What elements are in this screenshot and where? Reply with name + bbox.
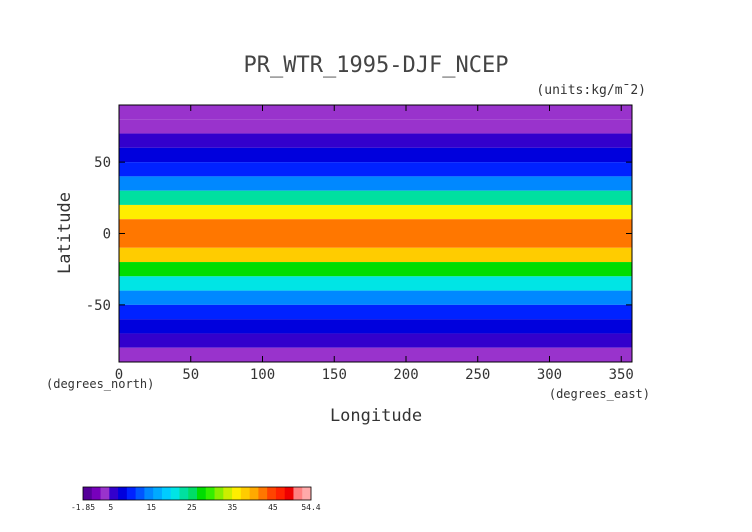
lat-band	[119, 290, 632, 305]
colorbar-swatch	[109, 487, 119, 500]
lat-band	[119, 333, 632, 348]
colorbar-swatch	[170, 487, 180, 500]
x-tick-label: 0	[115, 367, 123, 383]
y-axis-ticks: -50 0 50	[86, 155, 632, 314]
colorbar-tick-label: 45	[268, 503, 278, 512]
colorbar-tick-label: 15	[146, 503, 156, 512]
lat-band	[119, 190, 632, 205]
x-unit-label: (degrees_east)	[549, 387, 650, 401]
colorbar-swatch	[197, 487, 207, 500]
lat-band	[119, 119, 632, 134]
units-label: (units:kg/m¯2)	[536, 83, 646, 98]
colorbar-swatch	[302, 487, 312, 500]
colorbar-swatch	[267, 487, 277, 500]
colorbar-swatch	[284, 487, 294, 500]
colorbar-tick-label: 35	[228, 503, 238, 512]
colorbar-swatch	[223, 487, 233, 500]
y-unit-label: (degrees_north)	[46, 377, 154, 391]
x-tick-label: 100	[250, 367, 275, 383]
colorbar-swatch	[118, 487, 128, 500]
colorbar-frame	[82, 486, 312, 501]
x-axis-label: Longitude	[330, 406, 422, 426]
x-tick-label: 350	[609, 367, 634, 383]
lat-band	[119, 247, 632, 263]
lat-band	[119, 176, 632, 191]
colorbar-swatch	[161, 487, 172, 500]
lat-band	[119, 233, 632, 248]
colorbar-tick-label: -1.85	[71, 503, 95, 512]
lat-band	[119, 162, 632, 177]
lat-band	[119, 319, 632, 334]
colorbar-tick-label: 25	[187, 503, 197, 512]
colorbar-swatch	[100, 487, 110, 500]
colorbar-swatch	[232, 487, 242, 500]
lat-band	[119, 304, 632, 320]
x-axis-ticks: 0 50 100 150 200 250 300 350	[115, 105, 634, 383]
colorbar-swatch	[240, 487, 251, 500]
colorbar-swatch	[293, 487, 303, 500]
lat-band	[119, 147, 632, 163]
x-tick-label: 50	[182, 367, 199, 383]
colorbar-swatch	[91, 487, 101, 500]
colorbar-tick-label: 54.4	[301, 503, 320, 512]
lat-band	[119, 133, 632, 148]
x-tick-label: 150	[322, 367, 347, 383]
y-tick-label: -50	[86, 298, 111, 314]
colorbar-swatch	[258, 487, 268, 500]
colorbar-swatch	[126, 487, 137, 500]
x-tick-label: 300	[537, 367, 562, 383]
x-tick-label: 250	[465, 367, 490, 383]
colorbar-swatch	[249, 487, 259, 500]
colorbar-swatch	[179, 487, 189, 500]
y-axis-label: Latitude	[55, 192, 75, 274]
colorbar-swatch	[144, 487, 154, 500]
lat-band	[119, 105, 632, 120]
lat-band	[119, 204, 632, 220]
colorbar-swatch	[188, 487, 198, 500]
x-tick-label: 200	[393, 367, 418, 383]
plot-area	[119, 105, 632, 362]
colorbar: -1.85 5 15 25 35 45 54.4	[71, 486, 321, 512]
y-tick-label: 50	[94, 155, 111, 171]
colorbar-tick-label: 5	[108, 503, 113, 512]
y-tick-label: 0	[103, 227, 111, 243]
colorbar-swatch	[153, 487, 163, 500]
chart-title: PR_WTR_1995-DJF_NCEP	[244, 53, 509, 78]
lat-band	[119, 262, 632, 277]
colorbar-swatch	[83, 487, 93, 500]
lat-band	[119, 347, 632, 362]
colorbar-swatch	[275, 487, 286, 500]
lat-band	[119, 276, 632, 291]
colorbar-swatch	[135, 487, 145, 500]
colorbar-swatch	[214, 487, 224, 500]
lat-band	[119, 219, 632, 234]
colorbar-swatch	[205, 487, 215, 500]
